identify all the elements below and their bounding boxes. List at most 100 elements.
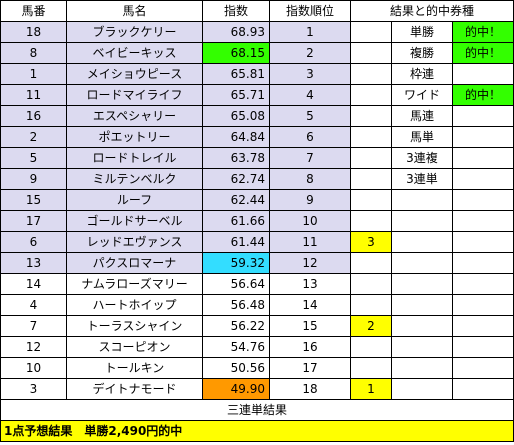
- horse-name: スコーピオン: [67, 337, 203, 358]
- hit-badge: 的中！: [453, 22, 514, 43]
- score: 49.90: [203, 379, 270, 400]
- score: 59.32: [203, 253, 270, 274]
- horse-number: 8: [0, 43, 67, 64]
- score-rank: 12: [270, 253, 351, 274]
- horse-name: ベイビーキッス: [67, 43, 203, 64]
- score: 68.15: [203, 43, 270, 64]
- score-rank: 7: [270, 148, 351, 169]
- finish-position: [351, 85, 392, 106]
- horse-name: レッドエヴァンス: [67, 232, 203, 253]
- hit-badge: [453, 211, 514, 232]
- score-rank: 6: [270, 127, 351, 148]
- horse-name: メイショウピース: [67, 64, 203, 85]
- score-rank: 13: [270, 274, 351, 295]
- score: 56.48: [203, 295, 270, 316]
- finish-position: 1: [351, 379, 392, 400]
- hit-badge: [453, 358, 514, 379]
- score-rank: 8: [270, 169, 351, 190]
- horse-number: 11: [0, 85, 67, 106]
- bet-type: 枠連: [392, 64, 453, 85]
- score: 54.76: [203, 337, 270, 358]
- score: 50.56: [203, 358, 270, 379]
- score: 62.44: [203, 190, 270, 211]
- finish-position: [351, 253, 392, 274]
- footer-trifecta-result: 三連単結果: [0, 400, 514, 421]
- bet-type: [392, 358, 453, 379]
- hit-badge: [453, 106, 514, 127]
- horse-number: 7: [0, 316, 67, 337]
- finish-position: [351, 106, 392, 127]
- finish-position: 2: [351, 316, 392, 337]
- score: 65.81: [203, 64, 270, 85]
- bet-type: 単勝: [392, 22, 453, 43]
- horse-name: トールキン: [67, 358, 203, 379]
- horse-name: トーラスシャイン: [67, 316, 203, 337]
- horse-name: ナムラローズマリー: [67, 274, 203, 295]
- bet-type: [392, 337, 453, 358]
- score-rank: 15: [270, 316, 351, 337]
- horse-number: 3: [0, 379, 67, 400]
- bet-type: [392, 211, 453, 232]
- score-rank: 16: [270, 337, 351, 358]
- hit-badge: [453, 148, 514, 169]
- header-result-bet-type: 結果と的中券種: [351, 0, 514, 22]
- horse-number: 13: [0, 253, 67, 274]
- hit-badge: [453, 127, 514, 148]
- score: 68.93: [203, 22, 270, 43]
- finish-position: 3: [351, 232, 392, 253]
- finish-position: [351, 337, 392, 358]
- bet-type: 複勝: [392, 43, 453, 64]
- hit-badge: [453, 337, 514, 358]
- score-rank: 17: [270, 358, 351, 379]
- finish-position: [351, 274, 392, 295]
- hit-badge: 的中！: [453, 85, 514, 106]
- finish-position: [351, 211, 392, 232]
- finish-position: [351, 43, 392, 64]
- score-rank: 18: [270, 379, 351, 400]
- score-rank: 9: [270, 190, 351, 211]
- score: 63.78: [203, 148, 270, 169]
- hit-badge: [453, 295, 514, 316]
- bet-type: [392, 232, 453, 253]
- finish-position: [351, 22, 392, 43]
- hit-badge: [453, 253, 514, 274]
- score: 56.22: [203, 316, 270, 337]
- bet-type: [392, 274, 453, 295]
- finish-position: [351, 169, 392, 190]
- horse-name: デイトナモード: [67, 379, 203, 400]
- bet-type: 3連単: [392, 169, 453, 190]
- score: 61.66: [203, 211, 270, 232]
- summary-banner: 1点予想結果 単勝2,490円的中: [0, 421, 514, 442]
- score-rank: 4: [270, 85, 351, 106]
- horse-name: ロードマイライフ: [67, 85, 203, 106]
- hit-badge: [453, 64, 514, 85]
- hit-badge: [453, 316, 514, 337]
- horse-number: 15: [0, 190, 67, 211]
- horse-name: ゴールドサーベル: [67, 211, 203, 232]
- horse-name: ルーフ: [67, 190, 203, 211]
- bet-type: ワイド: [392, 85, 453, 106]
- horse-number: 16: [0, 106, 67, 127]
- score-rank: 11: [270, 232, 351, 253]
- score-rank: 5: [270, 106, 351, 127]
- horse-number: 4: [0, 295, 67, 316]
- score: 64.84: [203, 127, 270, 148]
- horse-name: ハートホイップ: [67, 295, 203, 316]
- score-rank: 1: [270, 22, 351, 43]
- horse-number: 12: [0, 337, 67, 358]
- horse-number: 17: [0, 211, 67, 232]
- hit-badge: [453, 274, 514, 295]
- header-horse-name: 馬名: [67, 0, 203, 22]
- score: 62.74: [203, 169, 270, 190]
- hit-badge: 的中！: [453, 43, 514, 64]
- header-score-rank: 指数順位: [270, 0, 351, 22]
- finish-position: [351, 358, 392, 379]
- bet-type: 3連複: [392, 148, 453, 169]
- header-score: 指数: [203, 0, 270, 22]
- horse-number: 9: [0, 169, 67, 190]
- horse-number: 6: [0, 232, 67, 253]
- horse-number: 2: [0, 127, 67, 148]
- horse-name: ポエットリー: [67, 127, 203, 148]
- score: 56.64: [203, 274, 270, 295]
- finish-position: [351, 64, 392, 85]
